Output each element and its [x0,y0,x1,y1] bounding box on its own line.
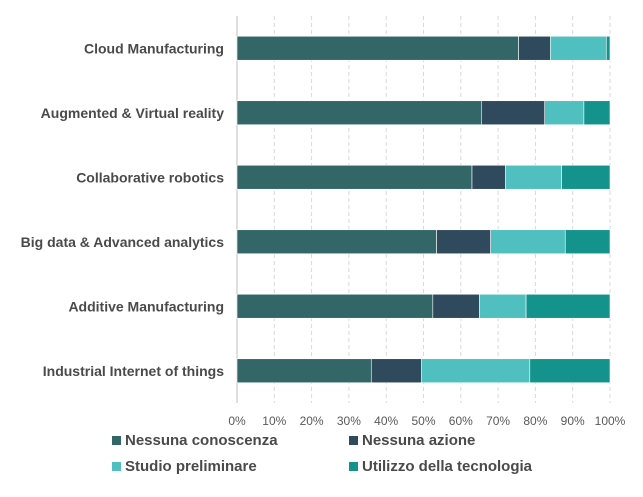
bar-segment [436,229,491,255]
bar-segment [471,164,506,190]
x-tick-label: 20% [300,414,324,428]
category-label: Collaborative robotics [76,169,224,185]
x-tick-label: 90% [561,414,585,428]
bar-segment [236,164,473,190]
legend: Nessuna conoscenza Nessuna azione Studio p… [112,432,533,475]
x-tick-label: 50% [411,414,435,428]
legend-swatch [349,462,358,471]
x-tick-label: 60% [449,414,473,428]
bar-segment [550,35,607,61]
bar-segment [481,100,546,126]
bar-segment [505,164,562,190]
bar-segment [236,358,372,384]
legend-label: Nessuna conoscenza [125,432,278,449]
legend-swatch [112,462,121,471]
bar-segment [529,358,611,384]
legend-label: Studio preliminare [125,458,257,475]
bar-segment [432,293,480,319]
x-tick-label: 70% [486,414,510,428]
bar-segment [236,293,434,319]
x-tick-label: 100% [595,414,626,428]
category-label: Additive Manufacturing [68,298,224,314]
x-tick-label: 0% [228,414,246,428]
bar-segment [525,293,611,319]
legend-label: Nessuna azione [362,432,475,449]
x-tick-label: 30% [337,414,361,428]
category-label: Industrial Internet of things [43,363,224,379]
x-tick-label: 80% [523,414,547,428]
bar-segment [605,35,611,61]
x-tick-labels: 0% 10% 20% 30% 40% 50% 60% 70% 80% 90% 100% [228,414,625,428]
bar-segment [544,100,585,126]
category-label: Big data & Advanced analytics [21,234,225,250]
legend-swatch [349,436,358,445]
bar-segment [583,100,611,126]
legend-swatch [112,436,121,445]
category-label: Cloud Manufacturing [84,40,224,56]
bar-segment [421,358,531,384]
bar-segment [564,229,611,255]
bar-segment [561,164,611,190]
bar-segment [370,358,422,384]
bar-segment [518,35,551,61]
bar-segment [236,229,437,255]
category-labels: Cloud Manufacturing Augmented & Virtual r… [21,40,225,379]
legend-label: Utilizzo della tecnologia [362,458,533,475]
gridlines [236,16,611,403]
x-tick-label: 10% [262,414,286,428]
bar-segment [236,35,519,61]
bars [236,35,611,384]
category-label: Augmented & Virtual reality [41,105,225,121]
bar-segment [236,100,482,126]
bar-segment [479,293,527,319]
bar-segment [490,229,566,255]
x-tick-label: 40% [374,414,398,428]
